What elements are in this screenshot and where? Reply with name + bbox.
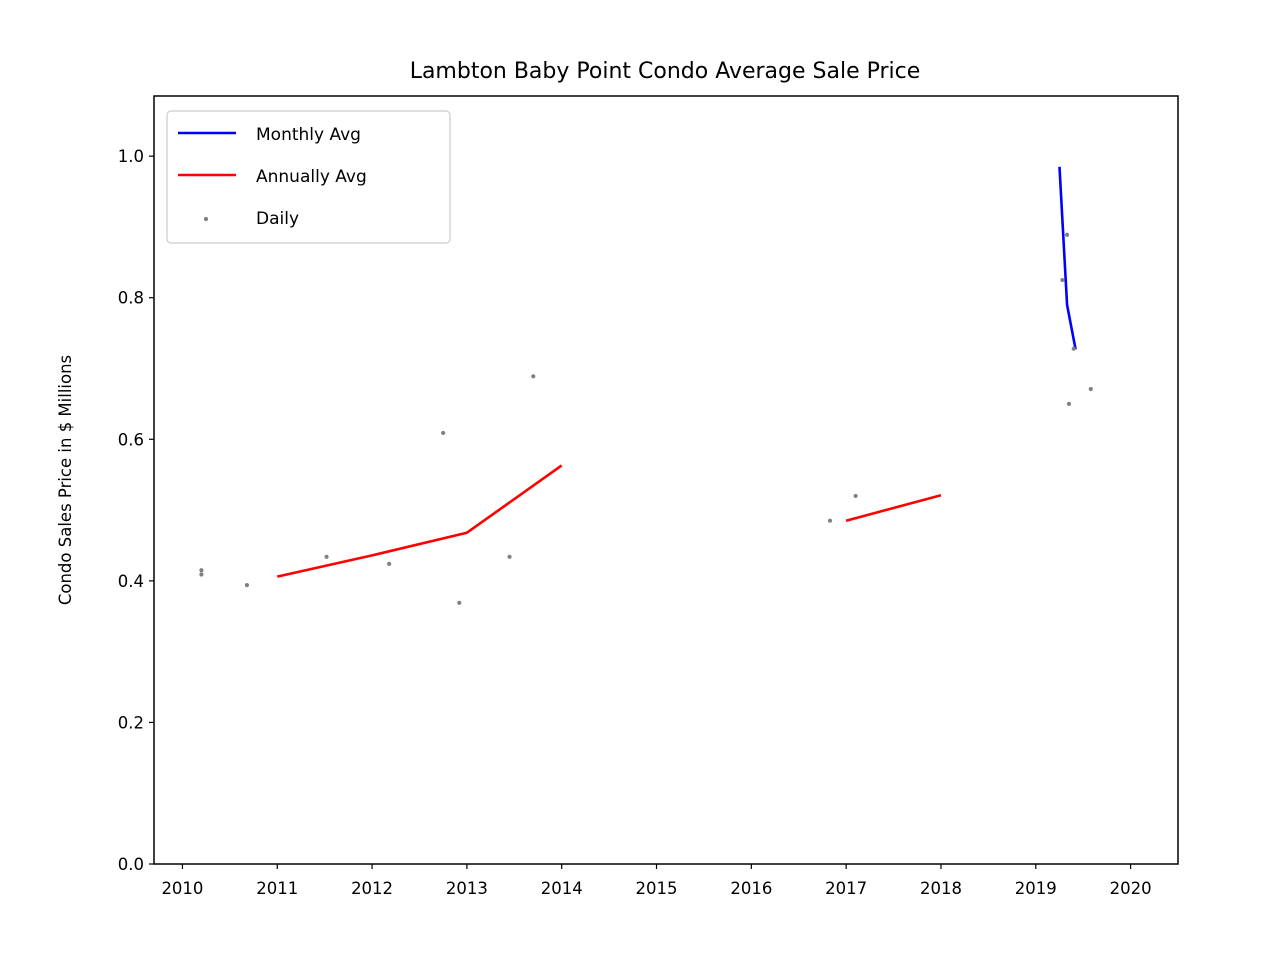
y-tick-label: 1.0 — [118, 147, 144, 166]
y-tick-label: 0.6 — [118, 430, 144, 449]
x-axis: 2010 2011 2012 2013 2014 2015 2016 2017 2018 2019… — [161, 864, 1152, 898]
x-tick-label: 2014 — [541, 879, 583, 898]
x-tick-label: 2011 — [256, 879, 298, 898]
x-tick-label: 2019 — [1015, 879, 1057, 898]
daily-point — [441, 430, 446, 436]
daily-point — [244, 583, 250, 588]
x-tick-label: 2020 — [1110, 879, 1152, 898]
legend-label-monthly-avg: Monthly Avg — [256, 125, 361, 145]
daily-point — [1064, 232, 1070, 237]
legend-label-daily: Daily — [256, 209, 299, 229]
legend-box — [166, 110, 451, 244]
plot-area — [199, 166, 1093, 605]
x-tick-label: 2017 — [825, 879, 867, 898]
x-tick-label: 2016 — [730, 879, 772, 898]
y-tick-label: 0.0 — [118, 855, 144, 874]
x-tick-label: 2015 — [636, 879, 678, 898]
daily-point — [457, 600, 462, 605]
daily-point — [827, 518, 833, 523]
daily-point — [507, 554, 512, 559]
x-tick-label: 2010 — [161, 879, 203, 898]
x-tick-label: 2012 — [351, 879, 393, 898]
y-tick-label: 0.4 — [118, 572, 144, 591]
y-axis-label: Condo Sales Price in $ Millions — [56, 355, 75, 605]
y-tick-label: 0.2 — [118, 713, 144, 732]
legend-swatch-daily — [203, 216, 209, 222]
legend-label-annually-avg: Annually Avg — [256, 167, 367, 187]
y-axis: 0.0 0.2 0.4 0.6 0.8 1.0 — [118, 147, 154, 874]
daily-point — [531, 374, 536, 379]
daily-point — [199, 572, 204, 577]
chart-title: Lambton Baby Point Condo Average Sale Pr… — [410, 59, 921, 84]
daily-point — [387, 561, 392, 566]
annually-avg-line — [845, 493, 942, 522]
monthly-avg-line — [1058, 166, 1077, 350]
daily-point — [324, 554, 329, 559]
x-tick-label: 2018 — [920, 879, 962, 898]
annually-avg-line — [276, 464, 563, 578]
y-tick-label: 0.8 — [118, 289, 144, 308]
x-tick-label: 2013 — [446, 879, 488, 898]
daily-point — [1060, 277, 1065, 283]
daily-point — [1088, 386, 1093, 392]
daily-point — [1071, 346, 1076, 351]
legend: Monthly Avg Annually Avg Daily — [166, 110, 451, 244]
daily-point — [1066, 401, 1072, 407]
daily-point — [853, 493, 858, 499]
daily-point — [199, 568, 204, 573]
axes-frame — [153, 95, 1179, 865]
